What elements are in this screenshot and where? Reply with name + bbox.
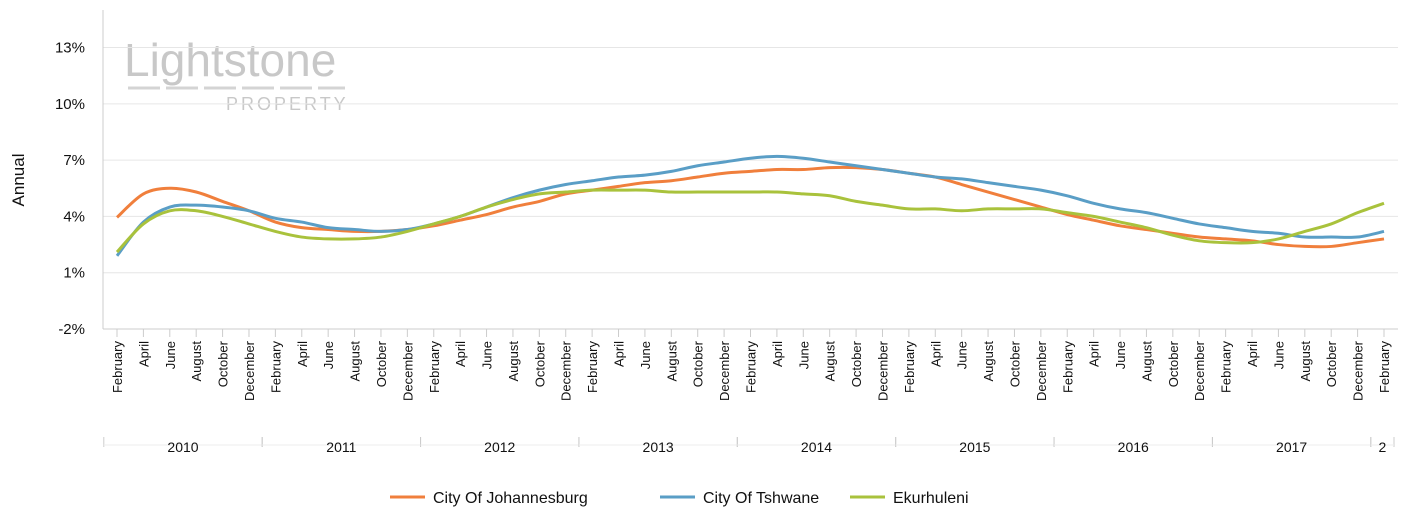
year-label: 2016	[1118, 439, 1149, 455]
x-tick-label: August	[823, 341, 838, 382]
x-tick-label: October	[1324, 340, 1339, 387]
y-tick-label: 10%	[55, 96, 85, 113]
x-tick-label: February	[427, 341, 442, 394]
x-tick-label: April	[612, 341, 627, 367]
x-tick-label: February	[110, 341, 125, 394]
x-tick-label: December	[559, 340, 574, 401]
x-tick-label: October	[1166, 340, 1181, 387]
year-label: 2	[1379, 439, 1387, 455]
x-tick-label: October	[374, 340, 389, 387]
x-tick-label: February	[1377, 341, 1392, 394]
x-tick-label: February	[744, 341, 759, 394]
x-tick-label: October	[691, 340, 706, 387]
series-line	[115, 188, 1385, 254]
x-tick-label: June	[163, 341, 178, 369]
x-tick-label: April	[295, 341, 310, 367]
x-tick-label: December	[400, 340, 415, 401]
x-tick-label: April	[928, 341, 943, 367]
x-tick-label: August	[1139, 341, 1154, 382]
x-tick-label: June	[1113, 341, 1128, 369]
year-label: 2017	[1276, 439, 1307, 455]
x-tick-label: April	[1087, 341, 1102, 367]
x-tick-label: June	[1271, 341, 1286, 369]
x-tick-label: February	[1060, 341, 1075, 394]
x-tick-label: February	[268, 341, 283, 394]
year-label: 2012	[484, 439, 515, 455]
x-tick-label: June	[638, 341, 653, 369]
y-tick-label: 1%	[63, 265, 85, 282]
legend-label: City Of Tshwane	[703, 490, 819, 507]
x-tick-label: August	[981, 341, 996, 382]
year-label: 2010	[167, 439, 198, 455]
y-axis-title: Annual	[9, 154, 28, 207]
year-label: 2013	[643, 439, 674, 455]
y-tick-label: 4%	[63, 208, 85, 225]
x-tick-label: December	[1034, 340, 1049, 401]
x-tick-label: April	[770, 341, 785, 367]
x-tick-label: June	[480, 341, 495, 369]
x-tick-label: December	[1351, 340, 1366, 401]
x-tick-label: August	[348, 341, 363, 382]
y-tick-label: -2%	[58, 321, 85, 338]
x-tick-label: December	[242, 340, 257, 401]
x-tick-label: February	[902, 341, 917, 394]
x-tick-label: December	[875, 340, 890, 401]
series-line	[115, 165, 1385, 249]
watermark: Lightstone	[124, 34, 336, 86]
legend-label: Ekurhuleni	[893, 490, 969, 507]
y-tick-label: 13%	[55, 40, 85, 57]
legend-label: City Of Johannesburg	[433, 490, 588, 507]
x-tick-label: April	[453, 341, 468, 367]
x-tick-label: August	[506, 341, 521, 382]
x-tick-label: October	[849, 340, 864, 387]
y-tick-label: 7%	[63, 152, 85, 169]
x-tick-label: October	[1007, 340, 1022, 387]
year-label: 2011	[326, 439, 356, 455]
x-tick-label: December	[1192, 340, 1207, 401]
x-tick-label: April	[136, 341, 151, 367]
x-tick-label: June	[796, 341, 811, 369]
x-tick-label: February	[585, 341, 600, 394]
x-tick-label: August	[1298, 341, 1313, 382]
year-label: 2014	[801, 439, 832, 455]
x-tick-label: August	[189, 341, 204, 382]
x-tick-label: October	[216, 340, 231, 387]
x-tick-label: December	[717, 340, 732, 401]
series-line	[115, 154, 1385, 257]
x-tick-label: August	[664, 341, 679, 382]
x-tick-label: April	[1245, 341, 1260, 367]
x-tick-label: October	[532, 340, 547, 387]
x-tick-label: June	[321, 341, 336, 369]
year-label: 2015	[959, 439, 990, 455]
x-tick-label: February	[1219, 341, 1234, 394]
x-tick-label: June	[955, 341, 970, 369]
